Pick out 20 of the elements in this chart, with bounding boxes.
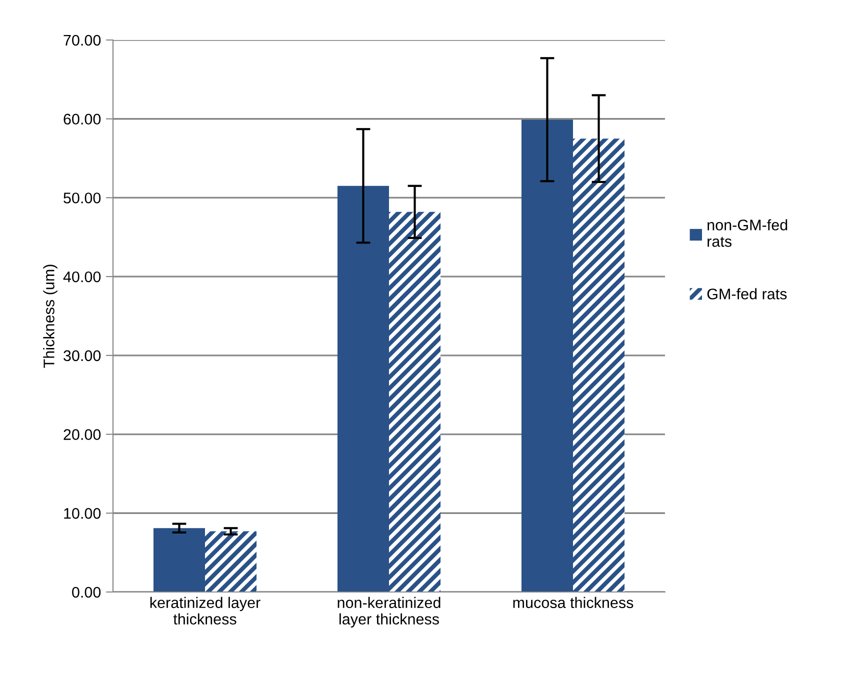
y-tick-label: 70.00 [64, 34, 101, 46]
x-tick-label: mucosa thickness [513, 596, 634, 608]
bar [389, 212, 441, 592]
bar [573, 138, 625, 592]
bar [153, 528, 205, 592]
y-tick-label: 50.00 [64, 192, 101, 204]
legend-label: non-GM-fed rats [708, 219, 788, 247]
x-tick-label: keratinized layer thickness [150, 596, 260, 625]
x-tick-label: non-keratinized layer thickness [338, 596, 440, 628]
bar [521, 120, 573, 592]
y-axis-title: Thickness (um) [43, 264, 58, 368]
y-tick-label: 30.00 [64, 350, 101, 362]
y-tick-label: 20.00 [64, 429, 101, 440]
bar [337, 186, 389, 592]
y-tick-label: 40.00 [63, 271, 101, 282]
legend-label: GM-fed rats [707, 288, 787, 300]
y-tick-label: 0.00 [72, 586, 101, 598]
bar [205, 531, 257, 592]
y-tick-label: 10.00 [64, 508, 101, 519]
y-tick-label: 60.00 [64, 114, 101, 125]
